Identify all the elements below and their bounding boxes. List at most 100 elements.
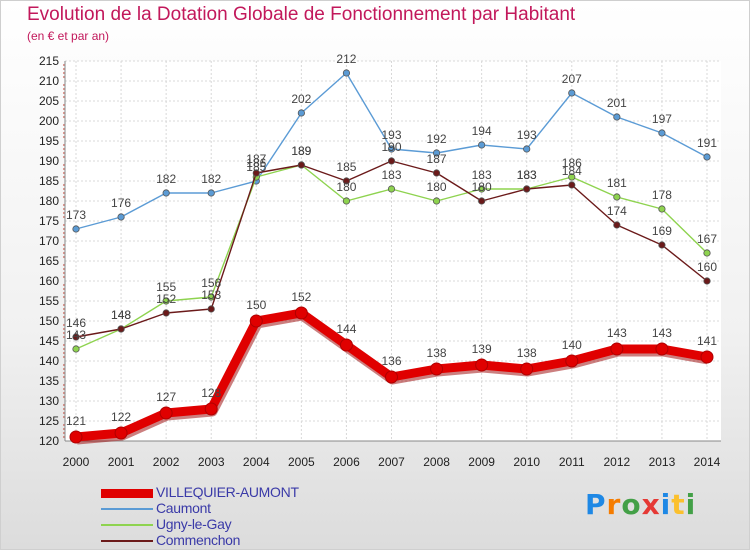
legend-swatch [101,508,153,510]
y-tick-label: 130 [39,394,59,408]
data-point [207,293,215,301]
y-tick-label: 165 [39,254,59,268]
y-tick-label: 190 [39,154,59,168]
data-point [568,181,576,189]
data-label: 212 [336,52,356,66]
data-point [658,205,666,213]
data-label: 143 [66,328,86,342]
data-label: 160 [697,260,717,274]
data-point [162,297,170,305]
data-point [568,173,576,181]
data-point [342,177,351,185]
data-label: 148 [111,308,131,322]
data-label: 185 [246,160,266,174]
data-point [387,145,396,153]
data-point [72,225,80,233]
y-tick-label: 170 [39,234,59,248]
data-label: 143 [652,326,672,340]
proxiti-logo: Proxiti [585,488,696,521]
data-point [475,358,489,372]
data-point [565,354,579,368]
data-point [294,306,308,320]
series-commenchon [72,157,711,341]
data-label: 136 [381,354,401,368]
logo-letter: t [671,488,686,521]
data-label: 184 [562,164,582,178]
y-tick-label: 205 [39,94,59,108]
data-point [658,241,666,249]
data-label: 197 [652,112,672,126]
y-tick-label: 175 [39,214,59,228]
series-caumont [72,69,711,233]
data-point [339,338,353,352]
data-point [162,189,170,197]
data-point [613,113,621,121]
x-tick-label: 2010 [513,455,540,469]
y-tick-label: 195 [39,134,59,148]
x-tick-label: 2003 [198,455,225,469]
data-point [72,345,80,353]
data-label: 207 [562,72,582,86]
data-point [523,185,531,193]
legend-label: VILLEQUIER-AUMONT [156,484,299,500]
data-point [658,129,666,137]
y-tick-label: 160 [39,274,59,288]
data-label: 191 [697,136,717,150]
y-tick-label: 185 [39,174,59,188]
data-point [432,197,441,205]
data-point [700,350,714,364]
data-label: 180 [472,180,492,194]
logo-letter: P [585,488,607,521]
data-label-layer: 173 176 182 182 185 202 212 193 192 194 193 207 201 1… [66,52,717,428]
x-tick-label: 2009 [468,455,495,469]
data-point [613,221,621,229]
data-point [69,430,83,444]
x-tick-label: 2013 [649,455,676,469]
data-point [703,277,711,285]
data-label: 180 [336,180,356,194]
data-label: 150 [246,298,266,312]
data-label: 190 [381,140,401,154]
series-layer [69,69,714,445]
data-label: 169 [652,224,672,238]
data-point [159,406,173,420]
logo-letter: i [685,488,697,521]
data-point [387,157,396,165]
data-label: 127 [156,390,176,404]
data-label: 180 [427,180,447,194]
data-point [297,161,305,169]
data-label: 121 [66,414,86,428]
data-point [342,197,351,205]
data-label: 152 [291,290,311,304]
data-point [655,342,669,356]
data-label: 155 [156,280,176,294]
data-label: 189 [291,144,311,158]
data-label: 202 [291,92,311,106]
x-tick-label: 2007 [378,455,405,469]
data-label: 140 [562,338,582,352]
x-tick-label: 2004 [243,455,270,469]
y-tick-label: 135 [39,374,59,388]
data-label: 173 [66,208,86,222]
data-point [204,402,218,416]
data-point [207,189,215,197]
data-label: 182 [201,172,221,186]
data-point [610,342,624,356]
chart-title: Evolution de la Dotation Globale de Fonc… [27,4,576,25]
data-point [478,197,486,205]
data-point [613,193,621,201]
data-label: 153 [201,288,221,302]
legend-label: Commenchon [156,532,241,548]
x-tick-label: 2005 [288,455,315,469]
data-point [703,153,711,161]
y-tick-label: 200 [39,114,59,128]
data-label: 144 [336,322,356,336]
data-point [432,149,441,157]
data-label: 182 [156,172,176,186]
y-tick-label: 180 [39,194,59,208]
data-label: 201 [607,96,627,110]
data-point [207,305,215,313]
data-point [249,314,263,328]
